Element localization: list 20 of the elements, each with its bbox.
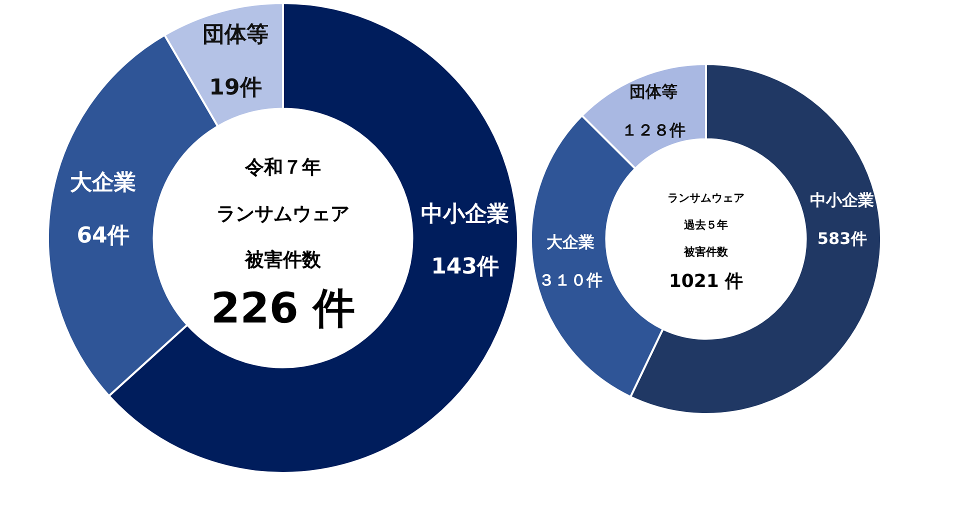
data-label: 19件 bbox=[209, 75, 262, 100]
text: 1021 件 bbox=[668, 271, 744, 292]
data-label: 143件 bbox=[431, 254, 500, 280]
text: 被害件数 bbox=[244, 249, 322, 272]
data-label: 583件 bbox=[817, 228, 867, 248]
text: ランサムウェア bbox=[668, 192, 744, 205]
text: 226 件 bbox=[210, 284, 356, 333]
data-label: 64件 bbox=[76, 223, 130, 248]
text: 令和７年 bbox=[244, 156, 321, 179]
text: ランサムウェア bbox=[216, 202, 350, 225]
text: 被害件数 bbox=[683, 245, 729, 258]
slice-label: 中小企業 bbox=[421, 202, 510, 227]
data-label: ３１０件 bbox=[538, 270, 603, 290]
slice-label: 大企業 bbox=[546, 232, 595, 252]
slice-label: 大企業 bbox=[70, 170, 136, 196]
slice-label: 団体等 bbox=[629, 82, 678, 102]
data-label: １２８件 bbox=[621, 120, 686, 140]
slice-label: 中小企業 bbox=[810, 190, 874, 210]
slice-label: 団体等 bbox=[202, 22, 268, 48]
text: 過去５年 bbox=[683, 218, 728, 232]
